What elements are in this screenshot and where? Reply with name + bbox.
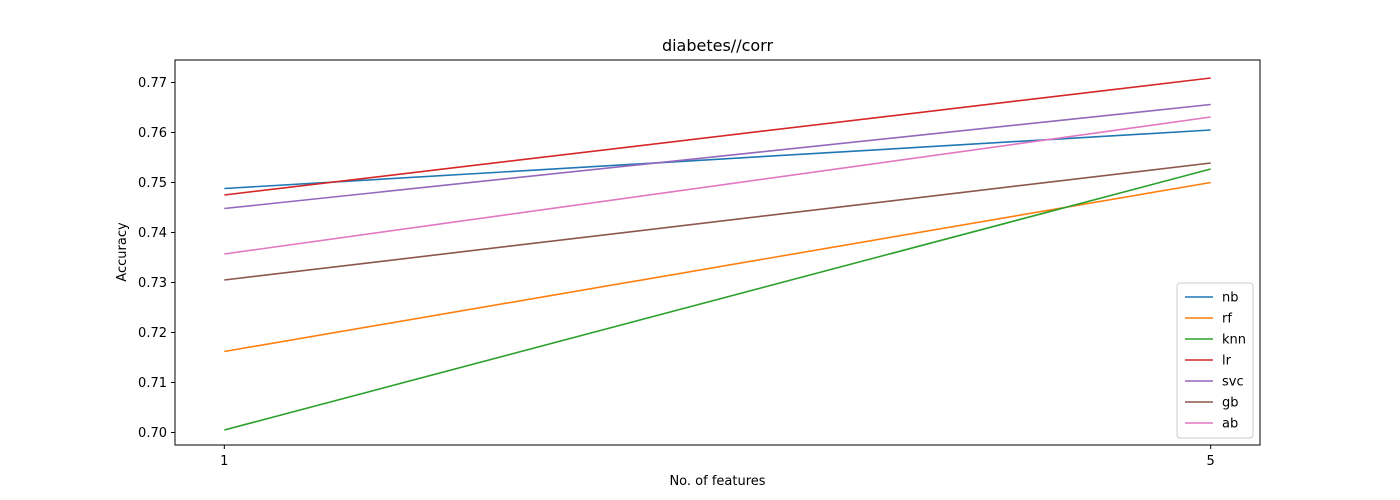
series-line-ab xyxy=(224,116,1211,255)
series-line-gb xyxy=(224,162,1211,281)
x-axis-title: No. of features xyxy=(669,474,765,489)
y-tick-label: 0.75 xyxy=(138,176,167,191)
x-tick-label: 5 xyxy=(1207,454,1215,469)
y-axis: 0.70 0.71 0.72 0.73 0.74 0.75 0.76 0.77 xyxy=(138,76,175,441)
y-tick-label: 0.70 xyxy=(138,426,167,441)
legend-label-gb: gb xyxy=(1222,396,1239,411)
x-tick-label: 1 xyxy=(220,454,228,469)
series-line-svc xyxy=(224,103,1211,210)
series-lines xyxy=(224,77,1211,431)
legend: nb rf knn lr svc gb ab xyxy=(1176,282,1254,439)
legend-label-svc: svc xyxy=(1222,375,1244,390)
y-tick-label: 0.72 xyxy=(138,326,167,341)
y-tick-label: 0.71 xyxy=(138,376,167,391)
y-tick-label: 0.74 xyxy=(138,226,167,241)
legend-label-lr: lr xyxy=(1222,354,1232,369)
legend-label-knn: knn xyxy=(1222,333,1246,348)
y-tick-label: 0.77 xyxy=(138,76,167,91)
legend-label-ab: ab xyxy=(1222,417,1238,432)
legend-label-rf: rf xyxy=(1222,312,1232,327)
series-line-lr xyxy=(224,77,1211,196)
y-axis-title: Accuracy xyxy=(115,222,130,282)
y-tick-label: 0.76 xyxy=(138,126,167,141)
plot-frame xyxy=(174,59,1261,446)
y-tick-label: 0.73 xyxy=(138,276,167,291)
chart-title: diabetes//corr xyxy=(662,36,774,55)
legend-box xyxy=(1176,282,1254,439)
series-line-knn xyxy=(224,168,1211,431)
legend-label-nb: nb xyxy=(1222,291,1239,306)
series-line-rf xyxy=(224,181,1211,353)
series-line-nb xyxy=(224,129,1211,190)
plot-area xyxy=(174,59,1261,446)
